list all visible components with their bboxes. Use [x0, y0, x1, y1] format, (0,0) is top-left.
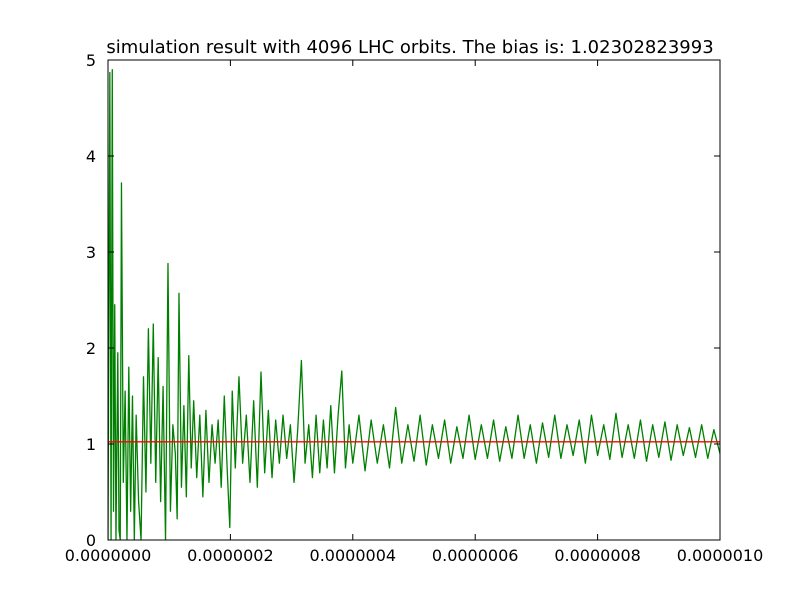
y-tick-label: 2 — [86, 339, 96, 358]
plot-frame — [107, 59, 721, 541]
x-tick-label: 0.0000008 — [554, 546, 641, 565]
chart-title: simulation result with 4096 LHC orbits. … — [106, 37, 713, 58]
x-tick-label: 0.0000000 — [65, 546, 152, 565]
axes-layer: 0.0000000 0.0000002 0.0000004 0.0000006 0.00… — [65, 51, 764, 565]
x-tick-label: 0.0000010 — [677, 546, 764, 565]
x-tick-label: 0.0000004 — [310, 546, 397, 565]
y-tick-label: 5 — [86, 51, 96, 70]
y-tick-label: 4 — [86, 147, 96, 166]
series-layer — [108, 68, 720, 540]
x-tick-label: 0.0000006 — [432, 546, 519, 565]
y-tick-label: 3 — [86, 243, 96, 262]
y-tick-label: 0 — [86, 531, 96, 550]
series-line-1 — [108, 68, 720, 540]
y-tick-label: 1 — [86, 435, 96, 454]
plot-area — [108, 68, 720, 540]
x-tick-label: 0.0000002 — [187, 546, 274, 565]
